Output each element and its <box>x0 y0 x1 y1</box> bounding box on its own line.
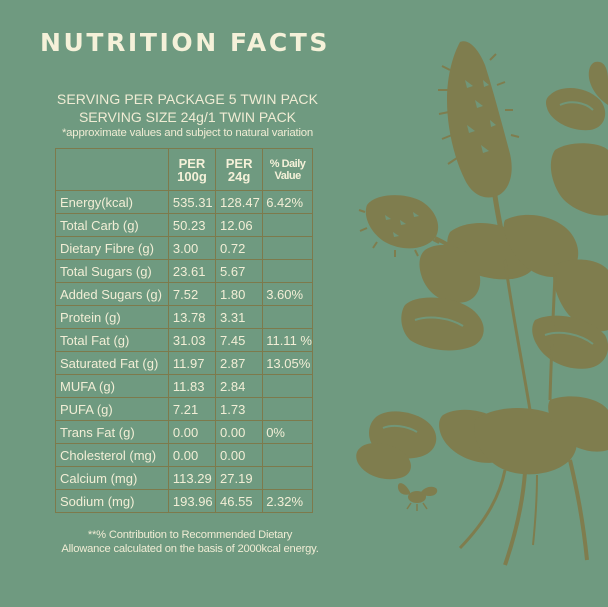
value-daily-percent <box>262 213 313 237</box>
header-daily-value-line2: Value <box>274 169 301 182</box>
value-per-100g: 13.78 <box>167 305 217 329</box>
value-daily-percent <box>262 443 313 467</box>
nutrient-label: Dietary Fibre (g) <box>55 236 169 260</box>
nutrient-label: Calcium (mg) <box>55 466 169 490</box>
value-per-100g: 7.52 <box>167 282 217 306</box>
botanical-illustration-icon <box>356 41 608 566</box>
nutrient-label: Cholesterol (mg) <box>55 443 169 467</box>
value-daily-percent <box>262 374 313 398</box>
footnote-line-2: Allowance calculated on the basis of 200… <box>61 543 319 555</box>
table-header-row: PER 100g PER 24g % Daily Value <box>55 148 313 191</box>
table-row: MUFA (g) 11.83 2.84 <box>55 374 313 398</box>
table-row: Dietary Fibre (g) 3.00 0.72 <box>55 236 313 260</box>
nutrient-label: Total Sugars (g) <box>55 259 169 283</box>
value-per-24g: 0.72 <box>215 236 264 260</box>
nutrient-label: Total Fat (g) <box>55 328 169 352</box>
table-row: Cholesterol (mg) 0.00 0.00 <box>55 443 313 467</box>
header-per-100g: PER 100g <box>167 148 217 191</box>
nutrient-label: Protein (g) <box>55 305 169 329</box>
value-daily-percent <box>262 236 313 260</box>
value-per-24g: 0.00 <box>215 443 264 467</box>
value-per-100g: 23.61 <box>167 259 217 283</box>
value-per-24g: 1.73 <box>215 397 264 421</box>
value-per-24g: 128.47 <box>215 190 264 214</box>
value-per-100g: 535.31 <box>167 190 217 214</box>
header-per-24g-line2: 24g <box>227 168 251 184</box>
value-daily-percent <box>262 259 313 283</box>
nutrient-label: Trans Fat (g) <box>55 420 169 444</box>
table-row: Sodium (mg) 193.96 46.55 2.32% <box>55 489 313 513</box>
value-per-24g: 46.55 <box>215 489 264 513</box>
value-daily-percent: 3.60% <box>262 282 313 306</box>
value-per-24g: 27.19 <box>215 466 264 490</box>
header-per-24g: PER 24g <box>215 148 264 191</box>
value-per-24g: 0.00 <box>215 420 264 444</box>
header-nutrient <box>55 148 169 191</box>
value-per-100g: 11.97 <box>167 351 217 375</box>
nutrient-label: MUFA (g) <box>55 374 169 398</box>
header-per-24g-line1: PER <box>225 155 253 171</box>
value-per-100g: 31.03 <box>167 328 217 352</box>
value-per-100g: 50.23 <box>167 213 217 237</box>
table-row: Calcium (mg) 113.29 27.19 <box>55 466 313 490</box>
table-row: Trans Fat (g) 0.00 0.00 0% <box>55 420 313 444</box>
nutrient-label: Sodium (mg) <box>55 489 169 513</box>
header-per-100g-line2: 100g <box>177 168 207 184</box>
value-per-24g: 3.31 <box>215 305 264 329</box>
value-daily-percent: 6.42% <box>262 190 313 214</box>
value-daily-percent: 2.32% <box>262 489 313 513</box>
page-title: NUTRITION FACTS <box>40 28 331 57</box>
footnote-line-1: **% Contribution to Recommended Dietary <box>87 529 293 541</box>
value-per-100g: 7.21 <box>167 397 217 421</box>
value-daily-percent <box>262 305 313 329</box>
serving-size: SERVING SIZE 24g/1 TWIN PACK <box>78 109 297 125</box>
nutrient-label: PUFA (g) <box>55 397 169 421</box>
value-per-100g: 11.83 <box>167 374 217 398</box>
value-daily-percent: 13.05% <box>262 351 313 375</box>
table-row: Added Sugars (g) 7.52 1.80 3.60% <box>55 282 313 306</box>
value-per-24g: 2.87 <box>215 351 264 375</box>
value-per-24g: 12.06 <box>215 213 264 237</box>
value-per-100g: 113.29 <box>167 466 217 490</box>
servings-per-package: SERVING PER PACKAGE 5 TWIN PACK <box>56 91 319 107</box>
value-per-24g: 7.45 <box>215 328 264 352</box>
table-row: Total Sugars (g) 23.61 5.67 <box>55 259 313 283</box>
nutrient-label: Added Sugars (g) <box>55 282 169 306</box>
header-daily-value-line1: % Daily <box>269 157 306 170</box>
value-per-24g: 5.67 <box>215 259 264 283</box>
table-row: Total Fat (g) 31.03 7.45 11.11 % <box>55 328 313 352</box>
value-daily-percent <box>262 397 313 421</box>
table-row: Saturated Fat (g) 11.97 2.87 13.05% <box>55 351 313 375</box>
value-per-100g: 193.96 <box>167 489 217 513</box>
header-daily-value: % Daily Value <box>262 148 313 191</box>
header-per-100g-line1: PER <box>178 155 206 171</box>
table-row: Energy(kcal) 535.31 128.47 6.42% <box>55 190 313 214</box>
value-per-24g: 1.80 <box>215 282 264 306</box>
nutrition-table: PER 100g PER 24g % Daily Value Energy(kc… <box>55 148 313 513</box>
nutrient-label: Total Carb (g) <box>55 213 169 237</box>
value-per-100g: 3.00 <box>167 236 217 260</box>
table-row: Protein (g) 13.78 3.31 <box>55 305 313 329</box>
value-per-100g: 0.00 <box>167 443 217 467</box>
approximation-note: *approximate values and subject to natur… <box>61 127 314 139</box>
value-per-100g: 0.00 <box>167 420 217 444</box>
value-per-24g: 2.84 <box>215 374 264 398</box>
value-daily-percent <box>262 466 313 490</box>
table-row: PUFA (g) 7.21 1.73 <box>55 397 313 421</box>
nutrient-label: Saturated Fat (g) <box>55 351 169 375</box>
table-row: Total Carb (g) 50.23 12.06 <box>55 213 313 237</box>
nutrient-label: Energy(kcal) <box>55 190 169 214</box>
value-daily-percent: 0% <box>262 420 313 444</box>
value-daily-percent: 11.11 % <box>262 328 313 352</box>
